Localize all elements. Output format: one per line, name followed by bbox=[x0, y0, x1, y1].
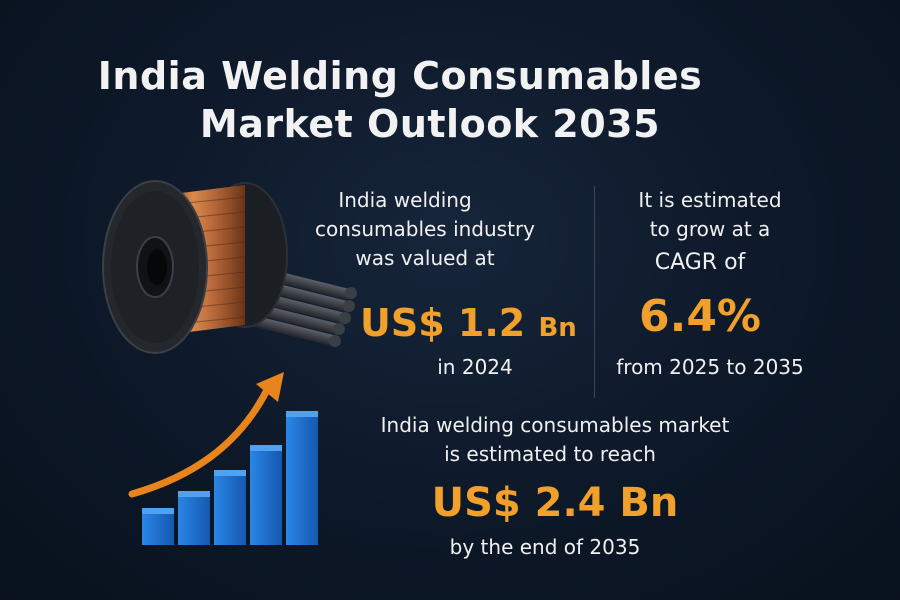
page-title-line1: India Welding Consumables bbox=[97, 54, 703, 98]
cagr-line3: CAGR of bbox=[654, 250, 746, 275]
cagr-line1: It is estimated bbox=[638, 188, 782, 212]
reach-footer: by the end of 2035 bbox=[449, 535, 641, 559]
valued-line1: India welding bbox=[338, 188, 472, 212]
upward-arrow-icon bbox=[128, 384, 272, 498]
reach-line2: is estimated to reach bbox=[444, 442, 656, 466]
page-title-line2: Market Outlook 2035 bbox=[199, 102, 661, 146]
valued-line2: consumables industry bbox=[315, 217, 535, 241]
cagr-period: from 2025 to 2035 bbox=[616, 355, 804, 379]
cagr-value: 6.4% bbox=[638, 291, 762, 342]
column-divider bbox=[594, 186, 595, 398]
growth-bars bbox=[142, 411, 318, 545]
valued-amount: US$ 1.2 Bn bbox=[360, 298, 600, 353]
growth-bar-chart-icon bbox=[128, 372, 318, 545]
welding-wire-spool-icon bbox=[102, 180, 357, 354]
reach-value: US$ 2.4 Bn bbox=[431, 480, 679, 526]
reach-line1: India welding consumables market bbox=[380, 413, 730, 437]
cagr-line2: to grow at a bbox=[649, 217, 771, 241]
valued-year: in 2024 bbox=[437, 355, 513, 379]
valued-line3: was valued at bbox=[355, 246, 495, 270]
valued-amount-value: US$ 1.2 bbox=[360, 301, 526, 345]
valued-amount-unit: Bn bbox=[538, 313, 577, 343]
